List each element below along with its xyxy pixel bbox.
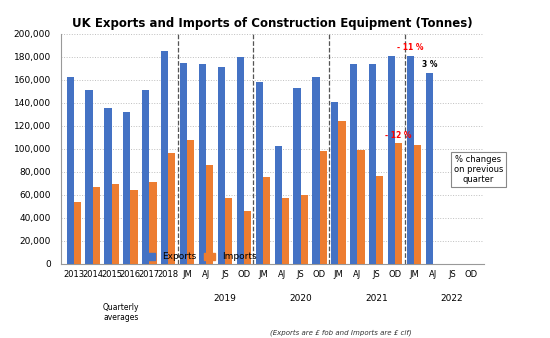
Bar [92,187,100,264]
Text: (Exports are £ fob and Imports are £ cif): (Exports are £ fob and Imports are £ cif… [270,330,412,336]
Text: - 11 %: - 11 % [397,43,424,52]
Bar [218,67,225,264]
Bar [312,77,320,264]
Bar [294,88,301,264]
Bar [206,165,213,264]
Text: 2021: 2021 [365,294,388,303]
Text: % changes
on previous
quarter: % changes on previous quarter [454,154,503,184]
Text: 2022: 2022 [441,294,463,303]
Text: 2020: 2020 [289,294,312,303]
Bar [130,190,138,264]
Bar [301,195,308,264]
Bar [274,146,282,264]
Title: UK Exports and Imports of Construction Equipment (Tonnes): UK Exports and Imports of Construction E… [72,17,472,30]
Bar [180,63,187,264]
Bar [187,140,194,264]
Bar [350,64,358,264]
Bar [244,211,251,264]
Bar [199,64,206,264]
Bar [161,51,168,264]
Bar [150,182,157,264]
Bar [263,177,270,264]
Bar [376,176,383,264]
Bar [74,201,81,264]
Bar [123,112,130,264]
Bar [320,151,327,264]
Bar [407,56,414,264]
Bar [395,143,402,264]
Bar [388,56,395,264]
Bar [369,64,376,264]
Bar [112,184,119,264]
Bar [225,198,232,264]
Text: 2019: 2019 [213,294,236,303]
Bar [168,153,175,264]
Bar [358,150,365,264]
Bar [256,82,263,264]
Bar [282,198,289,264]
Legend: Exports, Imports: Exports, Imports [144,252,256,261]
Bar [67,77,74,264]
Bar [331,102,338,264]
Text: 3 %: 3 % [422,61,437,69]
Bar [414,145,421,264]
Bar [426,73,433,264]
Bar [85,90,92,264]
Bar [142,90,150,264]
Bar [338,121,345,264]
Bar [104,108,112,264]
Text: - 12 %: - 12 % [386,130,412,140]
Bar [236,57,244,264]
Text: Quarterly
averages: Quarterly averages [103,303,139,322]
